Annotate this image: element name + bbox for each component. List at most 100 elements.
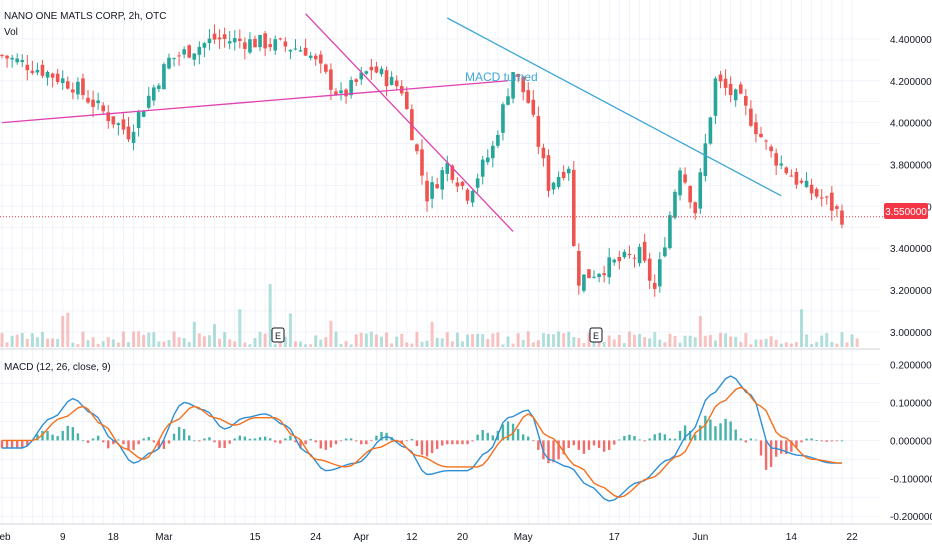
candle[interactable] bbox=[632, 254, 637, 268]
candle[interactable] bbox=[126, 117, 131, 143]
candle[interactable] bbox=[273, 35, 278, 55]
candle[interactable] bbox=[774, 148, 778, 176]
trendline-pink-support[interactable] bbox=[1, 80, 509, 124]
candle[interactable] bbox=[582, 274, 586, 293]
candle[interactable] bbox=[799, 178, 804, 185]
candle[interactable] bbox=[410, 104, 414, 141]
candle[interactable] bbox=[91, 90, 95, 118]
candle[interactable] bbox=[116, 122, 121, 136]
candle[interactable] bbox=[460, 180, 465, 190]
candle[interactable] bbox=[754, 113, 758, 143]
candle[interactable] bbox=[830, 185, 834, 221]
candle[interactable] bbox=[571, 161, 576, 247]
candle[interactable] bbox=[794, 168, 799, 189]
candle[interactable] bbox=[693, 201, 698, 220]
candle[interactable] bbox=[303, 38, 308, 56]
candle[interactable] bbox=[106, 105, 111, 129]
candle[interactable] bbox=[76, 77, 80, 100]
candle[interactable] bbox=[50, 72, 55, 88]
candle[interactable] bbox=[420, 139, 424, 185]
candle[interactable] bbox=[602, 265, 606, 283]
candle[interactable] bbox=[465, 188, 470, 205]
candle[interactable] bbox=[111, 116, 116, 129]
candle[interactable] bbox=[60, 70, 65, 90]
trendline-pink-down[interactable] bbox=[305, 13, 514, 232]
candle[interactable] bbox=[764, 139, 768, 150]
candle[interactable] bbox=[288, 49, 293, 60]
candle[interactable] bbox=[819, 189, 824, 207]
candle[interactable] bbox=[728, 76, 733, 103]
candle[interactable] bbox=[45, 70, 50, 86]
candle[interactable] bbox=[232, 30, 237, 51]
candle[interactable] bbox=[248, 32, 252, 55]
candle[interactable] bbox=[81, 73, 85, 100]
candle[interactable] bbox=[202, 41, 207, 58]
candle[interactable] bbox=[698, 168, 703, 214]
candle[interactable] bbox=[496, 130, 500, 149]
candle[interactable] bbox=[637, 243, 642, 267]
candle[interactable] bbox=[749, 100, 753, 128]
candle[interactable] bbox=[217, 29, 222, 49]
candle[interactable] bbox=[197, 41, 202, 65]
candle[interactable] bbox=[678, 167, 682, 201]
candle[interactable] bbox=[192, 53, 197, 66]
candle[interactable] bbox=[263, 30, 267, 57]
candle[interactable] bbox=[30, 60, 35, 75]
candle[interactable] bbox=[339, 82, 343, 101]
candle[interactable] bbox=[824, 195, 829, 205]
candle[interactable] bbox=[212, 24, 217, 44]
candle[interactable] bbox=[253, 35, 257, 48]
candle[interactable] bbox=[182, 46, 186, 59]
candle[interactable] bbox=[789, 169, 794, 177]
candle[interactable] bbox=[324, 63, 328, 75]
candle[interactable] bbox=[587, 269, 591, 279]
candle[interactable] bbox=[566, 166, 571, 181]
candle[interactable] bbox=[744, 89, 748, 116]
candle[interactable] bbox=[96, 92, 100, 110]
candle[interactable] bbox=[516, 73, 520, 83]
candle[interactable] bbox=[784, 166, 789, 176]
candle[interactable] bbox=[814, 187, 819, 199]
candle[interactable] bbox=[642, 233, 647, 263]
candle[interactable] bbox=[207, 29, 212, 51]
candle[interactable] bbox=[313, 53, 318, 66]
candle[interactable] bbox=[146, 87, 151, 110]
candle[interactable] bbox=[298, 46, 303, 52]
candle[interactable] bbox=[425, 172, 429, 212]
candle[interactable] bbox=[561, 165, 566, 181]
candle[interactable] bbox=[718, 70, 723, 89]
candle[interactable] bbox=[556, 171, 561, 190]
candle[interactable] bbox=[10, 54, 14, 68]
candle[interactable] bbox=[733, 88, 738, 107]
candle[interactable] bbox=[713, 76, 718, 125]
candle[interactable] bbox=[162, 62, 166, 90]
candle[interactable] bbox=[501, 102, 505, 141]
candle[interactable] bbox=[243, 37, 247, 60]
candle[interactable] bbox=[688, 185, 692, 209]
candle[interactable] bbox=[35, 62, 40, 76]
candle[interactable] bbox=[738, 81, 743, 95]
candle[interactable] bbox=[329, 63, 333, 100]
candle[interactable] bbox=[683, 167, 687, 185]
candle[interactable] bbox=[506, 88, 510, 106]
candle[interactable] bbox=[101, 102, 105, 115]
candle[interactable] bbox=[131, 124, 136, 151]
candle[interactable] bbox=[86, 90, 90, 104]
candle[interactable] bbox=[627, 245, 632, 259]
candle[interactable] bbox=[521, 76, 525, 101]
candle[interactable] bbox=[612, 258, 617, 266]
candle[interactable] bbox=[121, 113, 126, 135]
candle[interactable] bbox=[647, 252, 652, 290]
candle[interactable] bbox=[536, 106, 541, 155]
candle[interactable] bbox=[804, 172, 809, 188]
candle[interactable] bbox=[430, 176, 434, 209]
candle[interactable] bbox=[222, 27, 227, 48]
candle[interactable] bbox=[157, 83, 161, 93]
candle[interactable] bbox=[55, 68, 60, 85]
candle[interactable] bbox=[167, 53, 171, 70]
candle[interactable] bbox=[607, 248, 611, 285]
candle[interactable] bbox=[258, 34, 262, 52]
candle[interactable] bbox=[511, 72, 515, 104]
